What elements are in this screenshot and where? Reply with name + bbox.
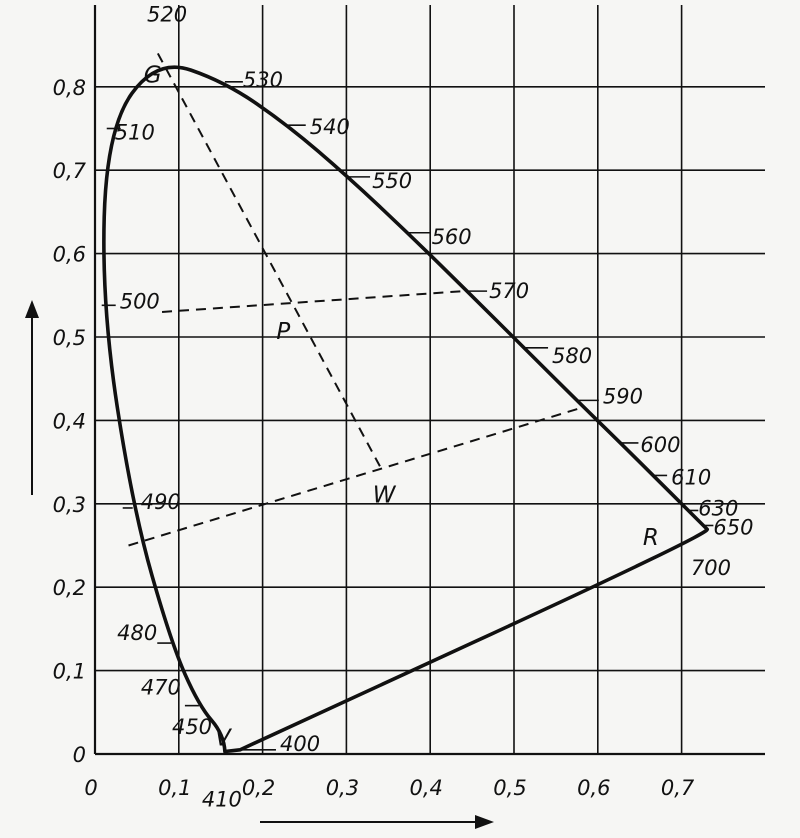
wavelength-label: 490 xyxy=(141,490,181,514)
point-label: V xyxy=(215,725,233,751)
axes xyxy=(93,5,765,756)
y-tick-label: 0,3 xyxy=(53,493,86,517)
axis-tick-labels: 0 0,1 0,2 0,3 0,4 0,5 0,6 0,7 0 0,1 0,2 0,3 0,4 0,5 0,… xyxy=(53,76,695,800)
y-tick-label: 0,5 xyxy=(53,326,86,350)
y-tick-label: 0,1 xyxy=(53,660,86,684)
grid-lines xyxy=(95,5,765,754)
x-tick-label: 0,5 xyxy=(493,776,526,800)
wavelength-label: 410 xyxy=(202,787,242,811)
dashed-line xyxy=(128,406,582,547)
x-tick-label: 0,6 xyxy=(577,776,610,800)
dashed-construction-lines xyxy=(128,52,582,547)
wavelength-label: 530 xyxy=(243,68,283,92)
wavelength-label: 510 xyxy=(115,121,155,145)
wavelength-label: 550 xyxy=(372,169,412,193)
point-label: G xyxy=(144,62,162,88)
wavelength-label: 540 xyxy=(310,115,350,139)
point-label: W xyxy=(373,483,397,509)
wavelength-labels: 410 450 470 480 490 500 510 520 530 540 550 560 570 5… xyxy=(101,2,753,811)
y-tick-label: 0,4 xyxy=(53,409,86,433)
y-tick-label: 0,2 xyxy=(53,576,86,600)
point-label: P xyxy=(276,319,290,345)
wavelength-label: 600 xyxy=(640,433,680,457)
x-tick-label: 0,7 xyxy=(661,776,695,800)
point-label: R xyxy=(643,525,659,551)
wavelength-label: 650 xyxy=(713,515,753,539)
wavelength-label: 470 xyxy=(141,676,181,700)
x-tick-label: 0 xyxy=(84,776,97,800)
y-tick-label: 0,7 xyxy=(53,159,87,183)
wavelength-label: 580 xyxy=(552,344,592,368)
wavelength-label: 500 xyxy=(120,289,160,313)
x-direction-arrowhead xyxy=(475,815,494,829)
wavelength-label: 480 xyxy=(117,621,157,645)
wavelength-label: 700 xyxy=(691,556,731,580)
wavelength-label: 590 xyxy=(603,384,643,408)
wavelength-label: 610 xyxy=(671,465,711,489)
wavelength-label: 630 xyxy=(698,496,738,520)
dashed-line xyxy=(161,290,464,313)
wavelength-label: 560 xyxy=(432,225,472,249)
y-tick-label: 0,8 xyxy=(53,76,86,100)
point-labels: G P W R V xyxy=(144,62,659,751)
wavelength-label: 450 xyxy=(172,715,212,739)
spectral-locus-curve xyxy=(102,65,709,754)
x-tick-label: 0,4 xyxy=(409,776,442,800)
y-tick-label: 0,6 xyxy=(53,243,86,267)
wavelength-label: 570 xyxy=(489,279,529,303)
wavelength-label: 520 xyxy=(147,2,187,26)
wavelength-label: 400 xyxy=(280,732,320,756)
x-tick-label: 0,3 xyxy=(326,776,359,800)
axis-arrows xyxy=(25,300,494,829)
y-tick-label: 0 xyxy=(73,743,86,767)
x-tick-label: 0,2 xyxy=(242,776,275,800)
x-tick-label: 0,1 xyxy=(158,776,191,800)
y-direction-arrowhead xyxy=(25,300,39,318)
spectral-locus xyxy=(102,65,709,754)
